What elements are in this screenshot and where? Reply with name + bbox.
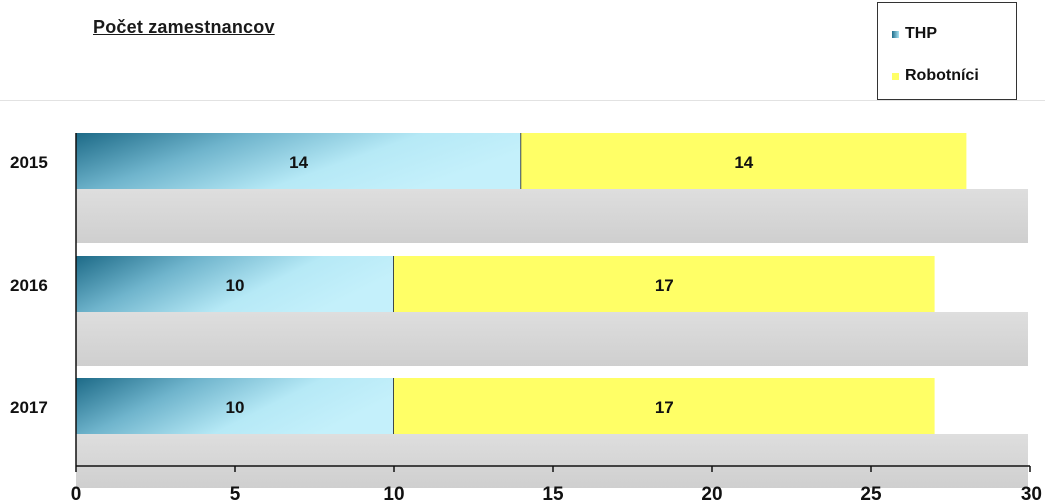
data-label: 14 <box>289 153 308 172</box>
divider <box>0 100 1045 101</box>
legend-swatch-thp <box>892 30 899 38</box>
legend: THP Robotníci <box>877 2 1017 100</box>
legend-label-thp: THP <box>905 25 937 42</box>
legend-item-thp: THP <box>892 24 937 44</box>
plot-area: 14 14 2015 10 17 2016 10 17 2017 0 5 10 15 20 25 30 <box>10 133 1042 504</box>
legend-swatch-robotnici <box>892 72 899 80</box>
bar-thp <box>76 133 522 189</box>
x-tick-label: 15 <box>542 484 564 504</box>
bar-robotníci <box>394 256 935 312</box>
row-band <box>76 312 1028 366</box>
bar-robotníci <box>521 133 967 189</box>
x-tick-label: 25 <box>860 484 882 504</box>
category-label: 2016 <box>10 276 48 295</box>
legend-label-robotnici: Robotníci <box>905 67 979 84</box>
x-tick-label: 5 <box>230 484 241 504</box>
x-tick-label: 20 <box>701 484 722 504</box>
data-label: 17 <box>655 398 674 417</box>
data-label: 17 <box>655 276 674 295</box>
category-label: 2015 <box>10 153 48 172</box>
row-band <box>76 189 1028 243</box>
data-label: 10 <box>226 398 245 417</box>
bar-thp <box>76 256 394 312</box>
chart-title: Počet zamestnancov <box>93 17 275 37</box>
legend-item-robotnici: Robotníci <box>892 66 979 86</box>
x-tick-label: 0 <box>71 484 82 504</box>
x-tick-label: 10 <box>383 484 404 504</box>
x-tick-label: 30 <box>1021 484 1042 504</box>
category-label: 2017 <box>10 398 48 417</box>
data-label: 14 <box>734 153 753 172</box>
bar-robotníci <box>394 378 935 434</box>
bar-thp <box>76 378 394 434</box>
data-label: 10 <box>226 276 245 295</box>
row-band <box>76 434 1028 488</box>
